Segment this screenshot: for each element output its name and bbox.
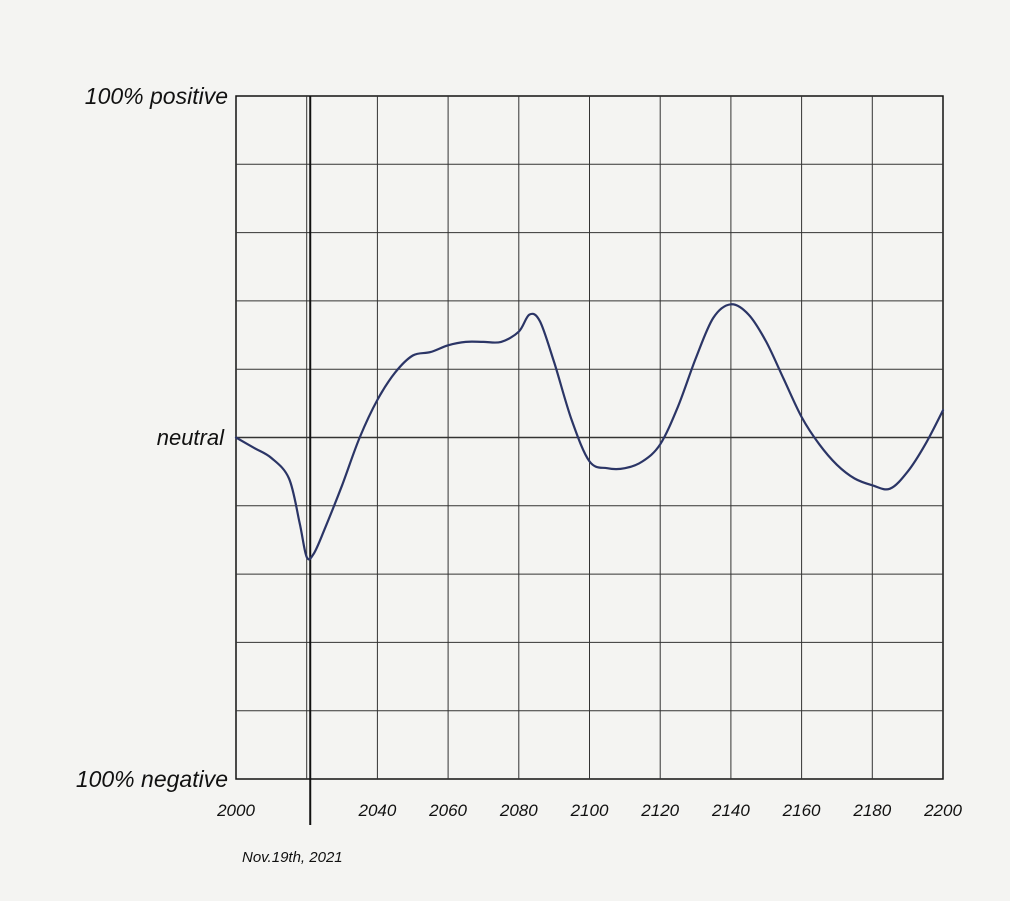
grid xyxy=(236,96,943,779)
y-label-middle: neutral xyxy=(157,425,225,450)
x-ticks: 2000 2040 2060 2080 2100 2120 2140 2160 2180 2200 xyxy=(216,801,962,820)
x-tick-label: 2100 xyxy=(570,801,609,820)
x-tick-label: 2160 xyxy=(782,801,821,820)
y-label-top: 100% positive xyxy=(85,83,228,109)
series-line xyxy=(234,303,945,561)
x-tick-label: 2200 xyxy=(923,801,962,820)
x-tick-label: 2080 xyxy=(499,801,538,820)
x-tick-label: 2060 xyxy=(428,801,467,820)
x-tick-label: 2120 xyxy=(640,801,679,820)
marker-label: Nov.19th, 2021 xyxy=(242,849,343,866)
y-label-bottom: 100% negative xyxy=(76,766,228,792)
x-tick-label: 2000 xyxy=(216,801,255,820)
x-tick-label: 2180 xyxy=(852,801,891,820)
x-tick-label: 2140 xyxy=(711,801,750,820)
x-tick-label: 2040 xyxy=(357,801,396,820)
series-layer xyxy=(234,303,945,561)
